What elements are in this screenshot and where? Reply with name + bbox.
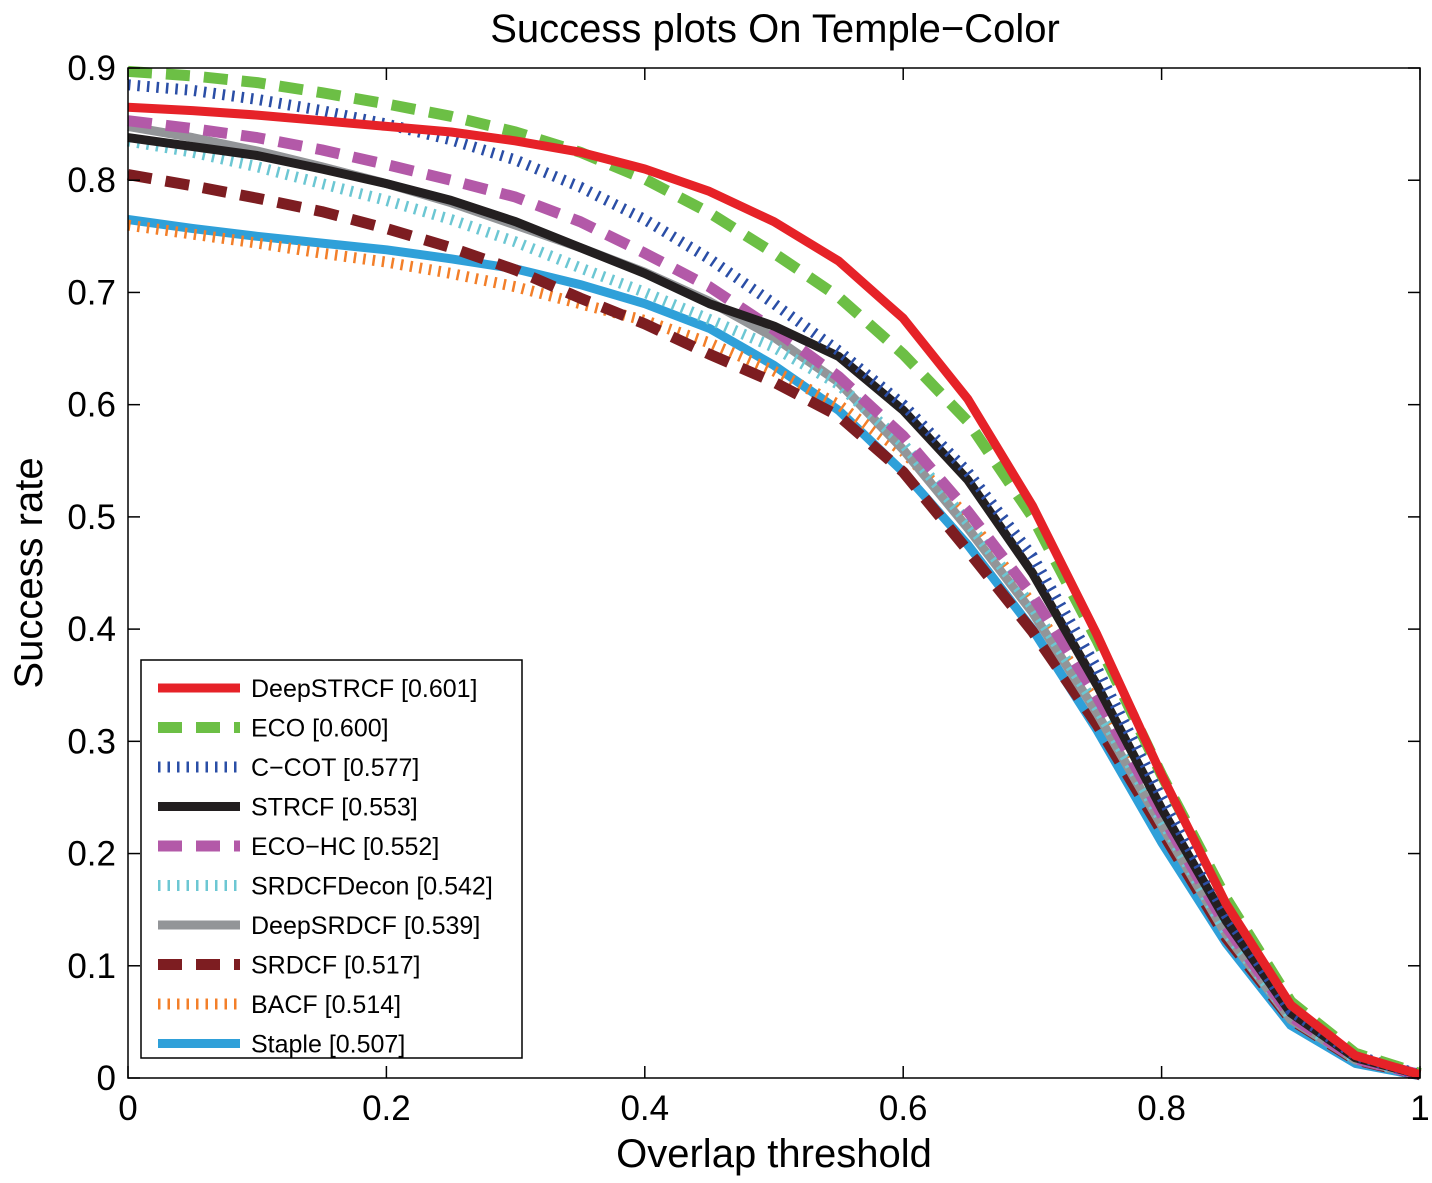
tick-layer: 0 0.2 0.4 0.6 0.8 1 0 0.1 0.2 0.3 0.4 0.5 0.6 0.7 0.8 0… (67, 49, 1429, 1128)
y-tick-label: 0.7 (67, 273, 116, 312)
legend-label: SRDCF [0.517] (251, 952, 421, 980)
plot-frame (127, 67, 1421, 1079)
y-axis-label: Success rate (7, 457, 51, 688)
legend-label: C−COT [0.577] (251, 754, 419, 782)
series-line-0 (127, 102, 1422, 1079)
x-tick-label: 0.8 (1137, 1089, 1186, 1128)
y-tick-label: 0.1 (67, 947, 116, 986)
y-tick-label: 0.2 (67, 835, 116, 874)
legend-label: BACF [0.514] (251, 991, 401, 1019)
legend-label: DeepSRDCF [0.539] (251, 912, 480, 940)
y-tick-label: 0.9 (67, 49, 116, 88)
y-tick-label: 0.4 (67, 610, 116, 649)
y-tick-label: 0.6 (67, 386, 116, 425)
legend-label: STRCF [0.553] (251, 794, 418, 822)
series-layer (127, 65, 1422, 1081)
legend-label: DeepSTRCF [0.601] (251, 675, 478, 703)
x-tick-label: 0 (118, 1089, 137, 1128)
legend: DeepSTRCF [0.601] ECO [0.600] C−COT [0.577… (140, 659, 523, 1059)
x-axis-label: Overlap threshold (616, 1132, 932, 1176)
legend-label: ECO−HC [0.552] (251, 833, 439, 861)
series-line-5 (127, 135, 1422, 1080)
legend-label: SRDCFDecon [0.542] (251, 873, 493, 901)
y-tick-label: 0.3 (67, 722, 116, 761)
x-tick-label: 0.6 (879, 1089, 928, 1128)
y-tick-label: 0.5 (67, 498, 116, 537)
x-tick-label: 0.2 (362, 1089, 411, 1128)
y-tick-label: 0 (97, 1059, 116, 1098)
x-tick-label: 1 (1410, 1089, 1429, 1128)
y-tick-label: 0.8 (67, 161, 116, 200)
legend-label: Staple [0.507] (251, 1031, 405, 1059)
chart-title: Success plots On Temple−Color (490, 7, 1060, 51)
legend-label: ECO [0.600] (251, 715, 389, 743)
x-tick-label: 0.4 (620, 1089, 669, 1128)
